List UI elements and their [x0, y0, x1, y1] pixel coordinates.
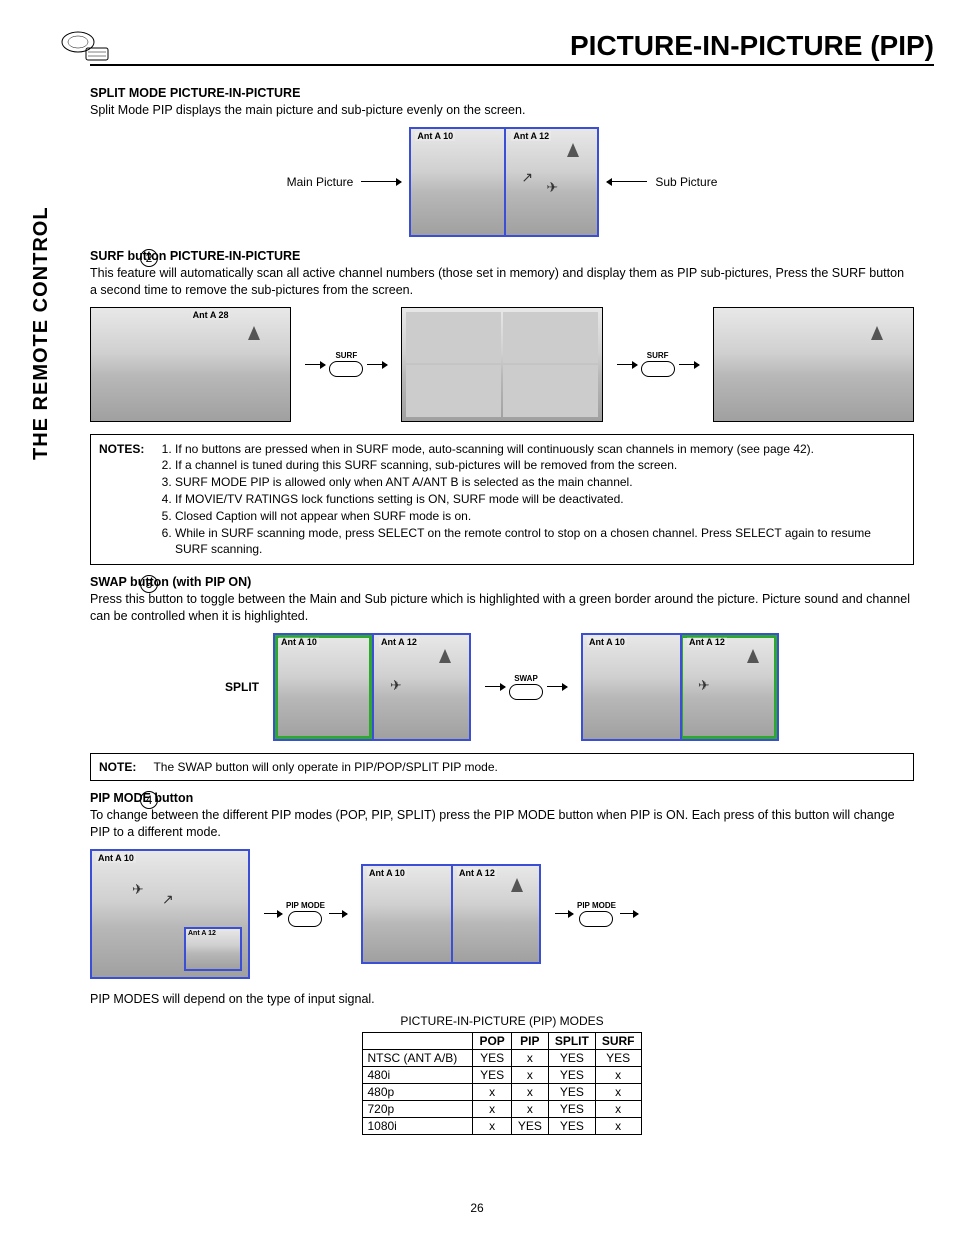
table-cell: YES [595, 1049, 641, 1066]
surf-button[interactable]: SURF [641, 351, 675, 377]
pipmode-para: To change between the different PIP mode… [90, 807, 914, 841]
arrow-icon [620, 913, 638, 914]
surf-para: This feature will automatically scan all… [90, 265, 914, 299]
note-item: While in SURF scanning mode, press SELEC… [175, 525, 905, 559]
arrow-icon [547, 686, 567, 687]
table-cell: 480p [363, 1083, 473, 1100]
surf-button[interactable]: SURF [329, 351, 363, 377]
note-item: If no buttons are pressed when in SURF m… [175, 441, 905, 458]
surf-title: SURF button PICTURE-IN-PICTURE [90, 249, 300, 263]
arrow-icon [329, 913, 347, 914]
arrow-icon [305, 364, 325, 365]
table-cell: YES [511, 1117, 548, 1134]
split-title: SPLIT MODE PICTURE-IN-PICTURE [90, 86, 300, 100]
table-cell: x [595, 1117, 641, 1134]
swap-para: Press this button to toggle between the … [90, 591, 914, 625]
split-diagram: Main Picture Ant A 10 Ant A 12 ↗ ✈ Sub P… [90, 127, 914, 237]
table-cell: x [473, 1100, 511, 1117]
note-item: SURF MODE PIP is allowed only when ANT A… [175, 474, 905, 491]
swap-title: SWAP button (with PIP ON) [90, 575, 251, 589]
note-item: If a channel is tuned during this SURF s… [175, 457, 905, 474]
table-header: POP [473, 1032, 511, 1049]
table-cell: 1080i [363, 1117, 473, 1134]
note-item: If MOVIE/TV RATINGS lock functions setti… [175, 491, 905, 508]
table-row: 480iYESxYESx [363, 1066, 641, 1083]
table-cell: YES [548, 1100, 595, 1117]
main-picture-label: Main Picture [287, 175, 354, 189]
logo-icon [60, 28, 110, 71]
arrow-icon [361, 181, 401, 182]
swap-tv-2: Ant A 10 Ant A 12 ✈ [581, 633, 779, 741]
table-header: PIP [511, 1032, 548, 1049]
section-surf: 2 SURF button PICTURE-IN-PICTURE This fe… [90, 249, 914, 422]
table-row: 1080ixYESYESx [363, 1117, 641, 1134]
table-header: SURF [595, 1032, 641, 1049]
page-title: PICTURE-IN-PICTURE (PIP) [90, 30, 934, 66]
table-cell: YES [548, 1117, 595, 1134]
surf-tv-2 [401, 307, 602, 422]
sub-picture-label: Sub Picture [655, 175, 717, 189]
side-tab: THE REMOTE CONTROL [30, 206, 53, 460]
table-cell: x [511, 1049, 548, 1066]
table-cell: x [595, 1066, 641, 1083]
arrow-icon [679, 364, 699, 365]
swap-button[interactable]: SWAP [509, 674, 543, 700]
step-4-icon: 4 [140, 791, 158, 809]
section-split: SPLIT MODE PICTURE-IN-PICTURE Split Mode… [90, 86, 914, 237]
surf-diagram: Ant A 28 SURF SURF [90, 307, 914, 422]
table-row: NTSC (ANT A/B)YESxYESYES [363, 1049, 641, 1066]
arrow-icon [485, 686, 505, 687]
split-tv: Ant A 10 Ant A 12 ↗ ✈ [409, 127, 599, 237]
table-cell: x [511, 1100, 548, 1117]
page-number: 26 [0, 1201, 954, 1215]
pipmode-tv-split: Ant A 10 Ant A 12 [361, 864, 541, 964]
pipmode-button[interactable]: PIP MODE [286, 901, 325, 927]
table-cell: x [473, 1117, 511, 1134]
swap-note: NOTE: The SWAP button will only operate … [90, 753, 914, 781]
modes-table: POPPIPSPLITSURF NTSC (ANT A/B)YESxYESYES… [362, 1032, 641, 1135]
table-cell: YES [473, 1066, 511, 1083]
pip-inset: Ant A 12 [184, 927, 242, 971]
surf-tv-3 [713, 307, 914, 422]
split-para: Split Mode PIP displays the main picture… [90, 102, 914, 119]
pipmode-tv-pop: Ant A 10 ✈ ↗ Ant A 12 [90, 849, 250, 979]
table-cell: x [595, 1100, 641, 1117]
table-cell: x [473, 1083, 511, 1100]
swap-tv-1: Ant A 10 Ant A 12 ✈ [273, 633, 471, 741]
table-cell: YES [473, 1049, 511, 1066]
table-cell: x [511, 1066, 548, 1083]
notes-box: NOTES: If no buttons are pressed when in… [90, 434, 914, 566]
arrow-icon [264, 913, 282, 914]
arrow-icon [617, 364, 637, 365]
table-cell: 720p [363, 1100, 473, 1117]
section-pipmode: 4 PIP MODE button To change between the … [90, 791, 914, 1135]
table-cell: x [511, 1083, 548, 1100]
table-cell: YES [548, 1083, 595, 1100]
table-row: 480pxxYESx [363, 1083, 641, 1100]
table-cell: 480i [363, 1066, 473, 1083]
notes-label: NOTES: [99, 441, 157, 559]
table-row: 720pxxYESx [363, 1100, 641, 1117]
pipmode-footer: PIP MODES will depend on the type of inp… [90, 991, 914, 1008]
section-swap: 3 SWAP button (with PIP ON) Press this b… [90, 575, 914, 781]
swap-diagram: SPLIT Ant A 10 Ant A 12 ✈ SWAP Ant A 10 … [90, 633, 914, 741]
table-cell: x [595, 1083, 641, 1100]
table-cell: NTSC (ANT A/B) [363, 1049, 473, 1066]
arrow-icon [607, 181, 647, 182]
pipmode-diagram: Ant A 10 ✈ ↗ Ant A 12 PIP MODE Ant A 10 … [90, 849, 914, 979]
arrow-icon [367, 364, 387, 365]
table-header: SPLIT [548, 1032, 595, 1049]
surf-tv-1: Ant A 28 [90, 307, 291, 422]
table-header [363, 1032, 473, 1049]
split-label: SPLIT [225, 680, 259, 694]
arrow-icon [555, 913, 573, 914]
note-item: Closed Caption will not appear when SURF… [175, 508, 905, 525]
table-cell: YES [548, 1066, 595, 1083]
modes-caption: PICTURE-IN-PICTURE (PIP) MODES [90, 1014, 914, 1028]
notes-list: If no buttons are pressed when in SURF m… [157, 441, 905, 559]
table-cell: YES [548, 1049, 595, 1066]
pipmode-button[interactable]: PIP MODE [577, 901, 616, 927]
step-2-icon: 2 [140, 249, 158, 267]
